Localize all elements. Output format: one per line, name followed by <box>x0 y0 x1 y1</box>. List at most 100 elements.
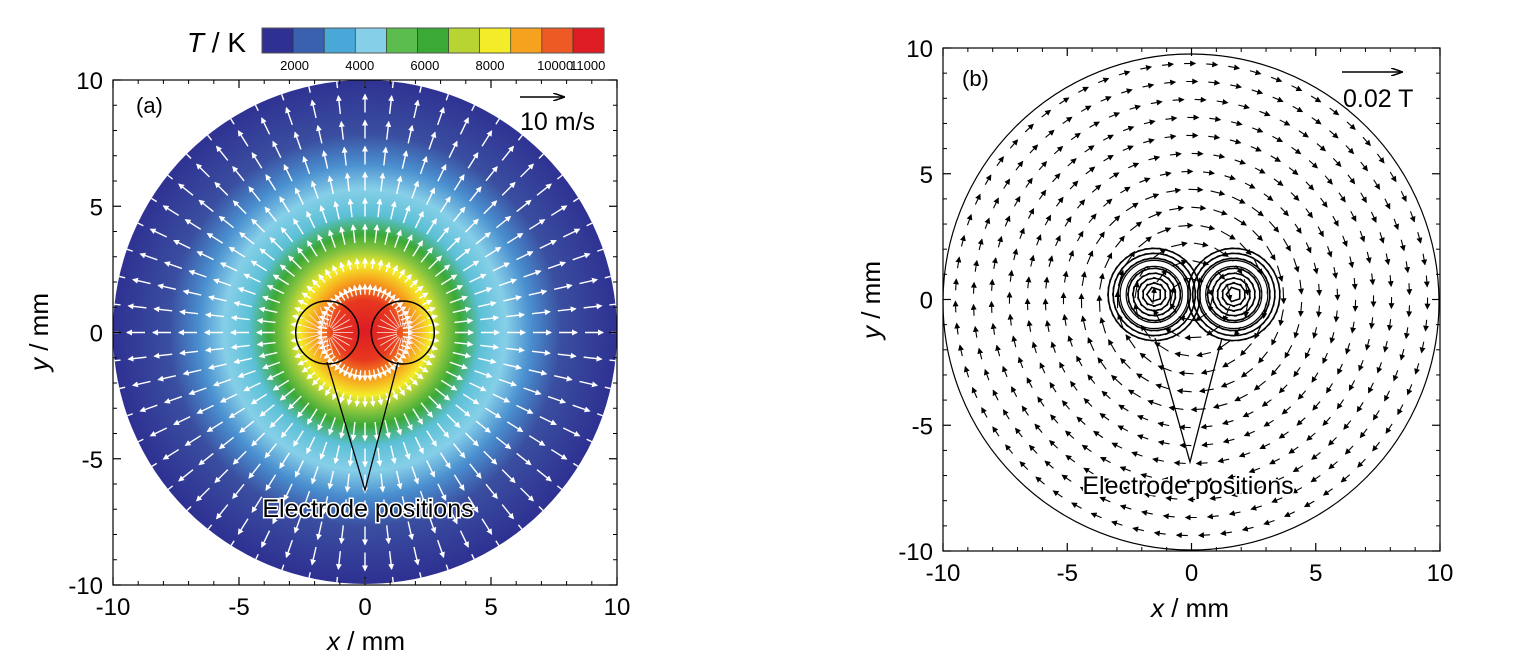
velocity-arrow <box>228 246 246 258</box>
field-arrow <box>1198 387 1214 394</box>
field-arrow <box>1168 405 1184 412</box>
field-arrow <box>1266 245 1276 261</box>
velocity-arrow <box>425 460 436 478</box>
colorbar-tick-label: 8000 <box>476 58 505 73</box>
velocity-arrow <box>428 395 443 410</box>
field-arrow <box>1140 472 1153 479</box>
velocity-arrow <box>371 284 378 296</box>
field-arrow <box>1322 488 1333 496</box>
field-arrow <box>1414 363 1420 375</box>
field-arrow <box>1191 204 1207 211</box>
field-arrow <box>1099 496 1111 503</box>
field-arrow <box>1359 428 1368 439</box>
x-tick-label: 0 <box>1185 560 1198 587</box>
field-arrow <box>1172 96 1185 103</box>
field-arrow <box>1081 444 1092 453</box>
field-arrow <box>989 278 996 291</box>
velocity-arrow <box>427 344 439 351</box>
field-arrow <box>1250 146 1262 152</box>
field-arrow <box>1213 209 1228 216</box>
field-arrow <box>1038 189 1047 200</box>
velocity-arrow <box>347 286 354 297</box>
field-arrow <box>1322 416 1331 427</box>
field-arrow <box>1423 319 1430 332</box>
velocity-arrow <box>474 287 493 295</box>
velocity-arrow <box>428 131 437 150</box>
velocity-arrow <box>294 460 305 478</box>
field-arrow <box>1171 241 1188 248</box>
velocity-arrow <box>462 393 480 405</box>
velocity-arrow <box>357 370 364 382</box>
velocity-arrow <box>453 174 465 191</box>
velocity-arrow <box>469 186 482 202</box>
velocity-arrow <box>218 215 235 229</box>
field-arrow-dense <box>1256 282 1261 293</box>
velocity-arrow <box>293 430 304 447</box>
field-arrow <box>1049 381 1057 393</box>
velocity-arrow <box>418 365 429 373</box>
field-arrow <box>1310 95 1322 103</box>
velocity-arrow <box>250 260 268 272</box>
field-arrow <box>1141 509 1153 516</box>
field-arrow <box>1148 211 1163 219</box>
field-arrow <box>1166 187 1182 194</box>
velocity-arrow <box>179 309 199 316</box>
colorbar-tick-label: 11000 <box>570 58 605 73</box>
velocity-arrow <box>407 521 414 541</box>
field-arrow <box>1021 405 1029 416</box>
velocity-arrow <box>333 200 340 220</box>
field-arrow <box>1157 365 1172 372</box>
field-arrow-dense <box>1277 282 1281 293</box>
velocity-arrow-core <box>320 338 327 358</box>
field-arrow <box>1173 460 1186 467</box>
field-arrow <box>1024 123 1034 133</box>
field-arrow <box>1008 269 1015 282</box>
velocity-arrow <box>251 432 266 447</box>
colorbar-tick-label: 4000 <box>345 58 374 73</box>
field-arrow <box>1083 397 1093 407</box>
velocity-arrow <box>572 252 591 261</box>
field-arrow <box>983 368 990 381</box>
field-arrow <box>1416 232 1423 244</box>
velocity-arrow <box>506 346 525 353</box>
velocity-arrow <box>401 320 413 326</box>
velocity-arrow <box>409 377 419 386</box>
colorbar-cell <box>479 28 512 53</box>
field-arrow <box>1087 337 1095 351</box>
field-arrow <box>1090 512 1102 519</box>
field-arrow <box>995 344 1001 357</box>
field-arrow <box>1270 155 1281 162</box>
field-arrow-dense <box>1230 297 1241 303</box>
electrode-annotation: Electrode positions <box>262 495 473 523</box>
velocity-arrow <box>346 259 353 271</box>
field-arrow <box>1403 327 1410 340</box>
field-arrow <box>1076 199 1086 209</box>
velocity-arrow <box>323 352 334 359</box>
field-arrow <box>1348 256 1355 269</box>
field-arrow <box>1345 145 1355 155</box>
field-arrow <box>1196 351 1211 358</box>
reference-vector-label: 0.02 T <box>1343 85 1413 113</box>
x-tick-label: -10 <box>96 594 131 621</box>
velocity-arrow <box>403 234 413 252</box>
velocity-arrow-core <box>329 337 341 356</box>
velocity-arrow <box>498 278 517 287</box>
field-arrow <box>1291 85 1303 92</box>
field-arrow <box>1252 485 1265 491</box>
velocity-arrow <box>317 339 329 345</box>
field-arrow <box>1035 476 1045 485</box>
field-arrow <box>1358 359 1364 372</box>
field-arrow <box>1201 441 1214 448</box>
velocity-arrow <box>398 386 405 397</box>
velocity-arrow <box>258 351 278 359</box>
field-arrow <box>977 347 984 360</box>
field-arrow <box>1080 315 1087 331</box>
velocity-arrow <box>279 388 296 401</box>
colorbar-tick-label: 10000 <box>537 58 573 73</box>
velocity-arrow <box>262 295 281 304</box>
velocity-arrow <box>366 370 373 382</box>
field-arrow <box>1268 221 1280 233</box>
colorbar-cell <box>510 28 543 53</box>
velocity-arrow <box>462 260 480 272</box>
velocity-arrow <box>218 436 235 450</box>
